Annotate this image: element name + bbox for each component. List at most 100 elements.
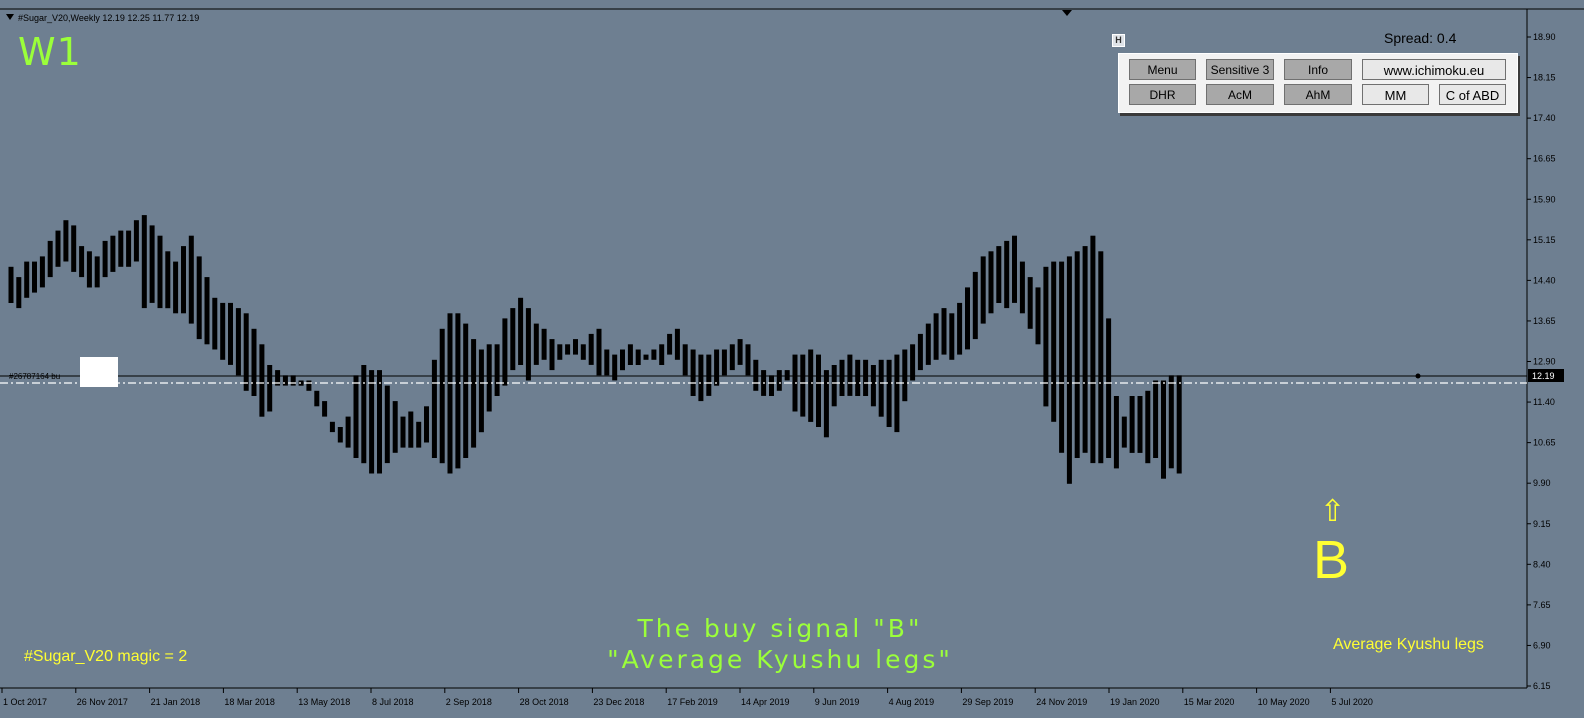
ahm-button[interactable]: AhM: [1284, 84, 1352, 105]
price-bar: [86, 251, 92, 288]
price-bar: [337, 427, 343, 443]
price-bar: [1012, 235, 1017, 303]
price-bar: [769, 375, 774, 396]
price-bar: [1043, 266, 1049, 407]
info-button[interactable]: Info: [1284, 59, 1352, 80]
x-tick-label: 8 Jul 2018: [372, 697, 414, 707]
price-bar: [1059, 261, 1065, 453]
price-bar: [737, 339, 743, 365]
price-bar: [620, 349, 625, 371]
dropdown-triangle-icon[interactable]: [6, 14, 14, 20]
price-bar: [1121, 416, 1127, 448]
price-bar: [408, 411, 414, 448]
x-tick-label: 10 May 2020: [1258, 697, 1310, 707]
price-bar: [957, 302, 963, 355]
y-tick-label: 9.90: [1533, 478, 1551, 488]
x-tick-label: 23 Dec 2018: [593, 697, 644, 707]
caption-line-1: The buy signal "B": [637, 614, 923, 643]
price-bar: [823, 370, 829, 438]
price-bar: [212, 297, 218, 350]
buy-signal-letter: B: [1313, 530, 1350, 590]
price-bar: [32, 261, 37, 293]
price-bar: [816, 354, 821, 427]
sensitive-button[interactable]: Sensitive 3: [1206, 59, 1274, 80]
price-bar: [972, 271, 978, 340]
price-bar: [917, 333, 923, 371]
price-bar: [612, 354, 618, 381]
price-bar: [910, 344, 916, 381]
price-bar: [55, 230, 61, 267]
y-tick-label: 7.65: [1533, 600, 1551, 610]
price-bar: [721, 349, 727, 376]
price-bar: [1035, 287, 1041, 345]
symbol-info: #Sugar_V20,Weekly 12.19 12.25 11.77 12.1…: [18, 13, 200, 23]
price-bar: [361, 365, 367, 464]
price-bar: [1176, 375, 1182, 474]
price-bar: [63, 220, 69, 262]
menu-button[interactable]: Menu: [1129, 59, 1196, 80]
price-bar: [698, 354, 704, 402]
price-bar: [902, 349, 908, 402]
price-bar: [886, 359, 892, 427]
acm-button[interactable]: AcM: [1206, 84, 1274, 105]
price-bar: [573, 339, 578, 355]
price-bar: [949, 313, 955, 360]
price-bar: [1074, 251, 1080, 458]
tool-panel: Menu Sensitive 3 Info www.ichimoku.eu DH…: [1118, 53, 1518, 113]
y-tick-label: 11.40: [1533, 397, 1555, 407]
price-bar: [502, 318, 508, 386]
dhr-button[interactable]: DHR: [1129, 84, 1196, 105]
price-bar: [157, 235, 163, 309]
price-bar: [298, 380, 304, 386]
mm-button[interactable]: MM: [1362, 84, 1429, 105]
price-bar: [674, 328, 680, 360]
price-bar: [24, 261, 30, 298]
price-bar: [267, 365, 273, 412]
price-bar: [1145, 390, 1151, 464]
price-bar: [870, 365, 876, 407]
price-bar: [306, 380, 312, 391]
price-bar: [314, 390, 320, 407]
price-bar: [776, 370, 782, 391]
price-bar: [102, 240, 108, 278]
price-bar: [541, 328, 547, 360]
panel-toggle-icon[interactable]: H: [1112, 34, 1125, 47]
x-tick-label: 29 Sep 2019: [962, 697, 1013, 707]
price-bar: [39, 256, 45, 288]
price-bar: [878, 359, 884, 417]
price-bar: [808, 349, 814, 422]
order-label-box[interactable]: [80, 357, 118, 387]
x-tick-label: 2 Sep 2018: [446, 697, 492, 707]
price-bar: [94, 256, 100, 288]
price-bar: [275, 370, 281, 386]
price-bar: [651, 349, 657, 360]
y-tick-label: 8.40: [1533, 559, 1551, 569]
timeframe-label: W1: [18, 30, 82, 74]
price-bar: [1051, 261, 1057, 422]
price-bar: [204, 277, 210, 345]
price-bar: [1129, 396, 1135, 453]
c-of-abd-button[interactable]: C of ABD: [1439, 84, 1506, 105]
price-bar: [1082, 246, 1088, 453]
y-tick-label: 13.65: [1533, 316, 1556, 326]
price-bar: [596, 328, 602, 376]
y-tick-label: 18.15: [1533, 73, 1556, 83]
price-bar: [322, 401, 328, 417]
y-tick-label: 15.15: [1533, 235, 1556, 245]
price-bar: [1004, 240, 1010, 309]
price-bar: [1066, 256, 1072, 484]
price-bar: [392, 401, 398, 453]
price-bar: [1098, 251, 1104, 464]
price-bar: [196, 256, 202, 340]
chart-shift-marker[interactable]: [1062, 10, 1072, 16]
price-bar: [682, 344, 688, 376]
price-bar: [510, 308, 516, 371]
price-bar: [855, 359, 861, 396]
website-button[interactable]: www.ichimoku.eu: [1362, 59, 1506, 80]
price-bar: [353, 375, 359, 458]
price-bar: [839, 359, 845, 396]
price-bar: [290, 375, 296, 386]
y-tick-label: 10.65: [1533, 438, 1556, 448]
